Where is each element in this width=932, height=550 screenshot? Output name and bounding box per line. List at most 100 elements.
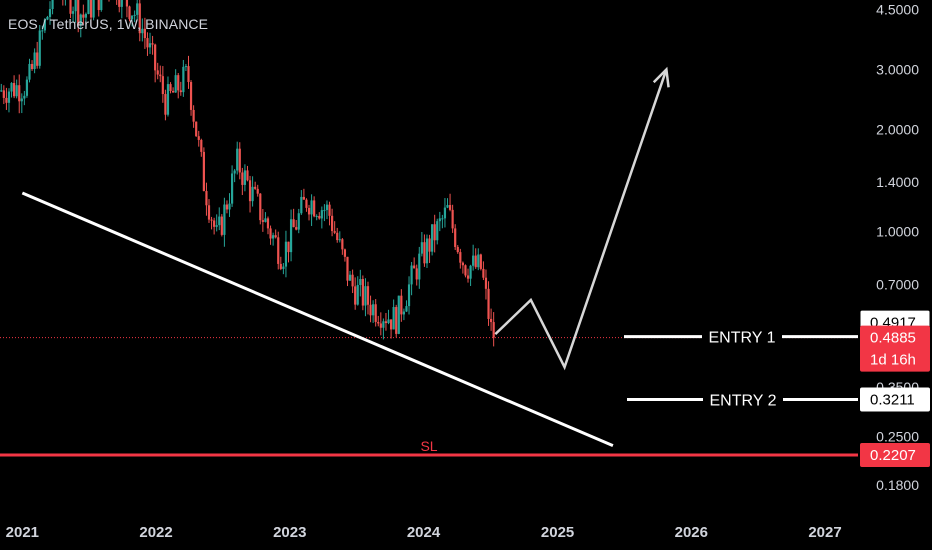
candle-body (436, 221, 439, 241)
current-price-badge (860, 325, 930, 372)
candle-body (71, 11, 75, 14)
candle-body (148, 43, 152, 48)
candle-body (182, 66, 185, 93)
candle-body (330, 215, 334, 232)
candle-body (325, 204, 329, 211)
candle-body (287, 241, 290, 253)
bar-countdown-text: 1d 16h (870, 352, 916, 369)
candle-body (346, 256, 349, 281)
candle-body (354, 286, 357, 305)
candle-body (130, 15, 134, 20)
candle-body (187, 66, 190, 83)
time-tick-label: 2023 (273, 524, 306, 541)
candle-body (292, 219, 295, 228)
price-tick-label: 0.7000 (876, 276, 919, 292)
candle-body (369, 304, 372, 316)
candle-body (289, 219, 293, 253)
candle-body (492, 322, 495, 338)
candle-body (189, 82, 193, 110)
candle-body (407, 284, 411, 307)
candle-body (74, 0, 77, 12)
candle-body (41, 30, 44, 32)
candle-body (161, 76, 164, 95)
candle-body (272, 235, 275, 239)
candle-body (79, 14, 82, 26)
price-tick-label: 3.0000 (876, 61, 919, 77)
entry2-price-badge-text: 0.3211 (870, 392, 915, 409)
candle-body (284, 241, 288, 267)
candle-body (228, 203, 231, 210)
entry1-label-bg (702, 326, 782, 347)
candle-body (341, 239, 344, 250)
candle-body (125, 0, 129, 7)
candle-body (387, 319, 390, 324)
candle-body (230, 173, 234, 204)
trendline[interactable] (21, 191, 614, 448)
candle-body (218, 216, 221, 226)
candle-body (474, 255, 477, 268)
projection-arrowhead-icon (652, 66, 670, 88)
candle-body (487, 288, 490, 319)
candle-body (413, 265, 416, 269)
entry2-label: ENTRY 2 (710, 393, 777, 410)
stop-loss-label: SL (420, 438, 437, 454)
candle-body (282, 266, 285, 269)
candle-body (43, 19, 46, 31)
candle-body (38, 30, 41, 66)
candle-body (233, 170, 236, 174)
candle-body (92, 0, 95, 18)
candle-body (51, 0, 54, 10)
candle-body (459, 252, 462, 263)
candle-body (261, 220, 264, 222)
candle-body (484, 277, 488, 289)
candle-body (87, 0, 90, 14)
candle-body (220, 216, 223, 235)
candle-body (225, 204, 229, 210)
candle-body (379, 323, 382, 328)
price-tick-label: 0.1800 (876, 477, 919, 493)
candle-body (138, 3, 141, 34)
candle-body (264, 218, 267, 222)
candle-body (364, 286, 367, 306)
candle-body (469, 265, 472, 279)
candle-body (18, 85, 21, 102)
candle-body (200, 139, 203, 152)
candle-body (313, 200, 316, 217)
candle-body (310, 200, 313, 215)
candle-body (418, 253, 421, 280)
candle-body (179, 90, 182, 93)
candle-body (402, 311, 406, 315)
time-tick-label: 2027 (808, 524, 841, 541)
candle-body (174, 75, 177, 93)
candle-body (195, 121, 198, 137)
candle-body (366, 286, 370, 305)
candle-body (120, 0, 123, 7)
candle-body (315, 215, 318, 217)
candle-body (10, 83, 13, 92)
candle-body (318, 215, 321, 219)
candle-body (223, 204, 226, 235)
candle-body (23, 95, 26, 99)
candle-body (141, 28, 144, 34)
candle-body (374, 304, 377, 322)
candle-body (328, 204, 331, 216)
candle-body (154, 44, 157, 71)
candle-body (461, 262, 464, 266)
candle-body (438, 218, 441, 222)
candle-body (456, 246, 459, 253)
candle-body (156, 70, 159, 75)
candle-body (410, 265, 413, 285)
candle-body (489, 318, 493, 323)
candle-body (259, 193, 262, 221)
candle-body (143, 28, 146, 39)
candle-body (361, 278, 364, 306)
candle-body (207, 205, 211, 220)
projection-path[interactable] (494, 69, 668, 371)
candle-body (213, 220, 216, 227)
candle-body (277, 237, 280, 264)
candle-body (251, 186, 254, 202)
candle-body (441, 218, 444, 220)
candle-body (477, 254, 480, 268)
current-price-badge-text: 0.4885 (870, 330, 916, 347)
